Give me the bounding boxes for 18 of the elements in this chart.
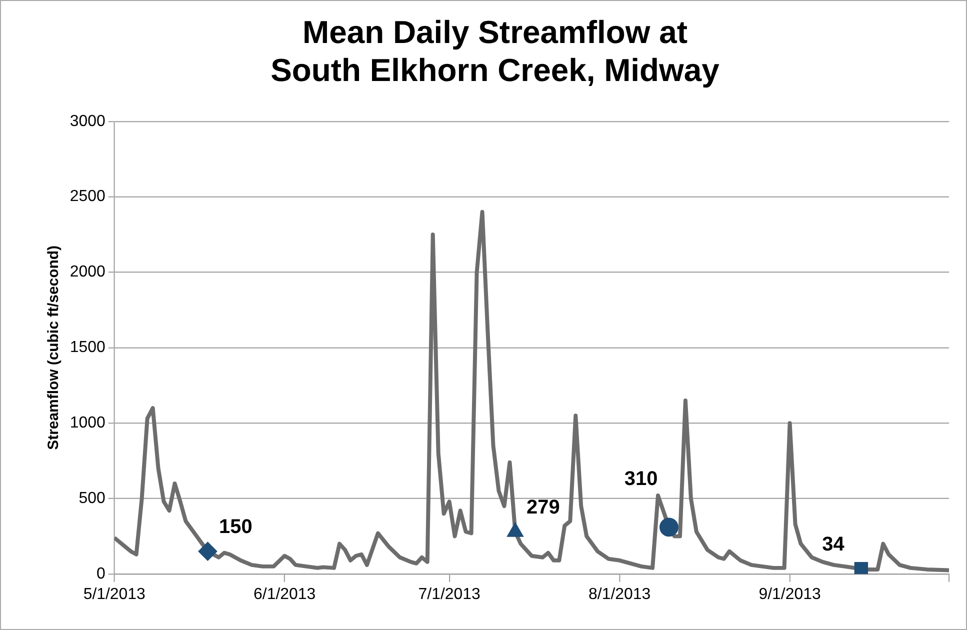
y-tick-label: 2500 xyxy=(70,188,106,206)
y-tick-label: 2000 xyxy=(70,264,106,281)
y-tick-label: 3000 xyxy=(70,112,106,130)
y-tick-label: 1500 xyxy=(70,339,106,356)
y-tick-label: 500 xyxy=(78,490,106,507)
y-tick-label: 0 xyxy=(96,565,106,582)
data-label: 34 xyxy=(822,533,844,556)
y-tick-label: 1000 xyxy=(70,414,106,432)
data-label: 279 xyxy=(526,496,560,518)
data-label: 150 xyxy=(219,516,252,538)
data-label: 310 xyxy=(624,468,658,490)
x-tick-label: 9/1/2013 xyxy=(758,586,821,603)
chart-title: Mean Daily Streamflow at South Elkhorn Creek, Midway xyxy=(270,14,720,88)
x-tick-label: 8/1/2013 xyxy=(588,586,651,603)
x-tick-label: 7/1/2013 xyxy=(418,586,480,603)
x-tick-label: 5/1/2013 xyxy=(83,586,146,603)
y-axis-title: Streamflow (cubic ft/second) xyxy=(45,246,62,450)
x-tick-label: 6/1/2013 xyxy=(254,586,316,603)
